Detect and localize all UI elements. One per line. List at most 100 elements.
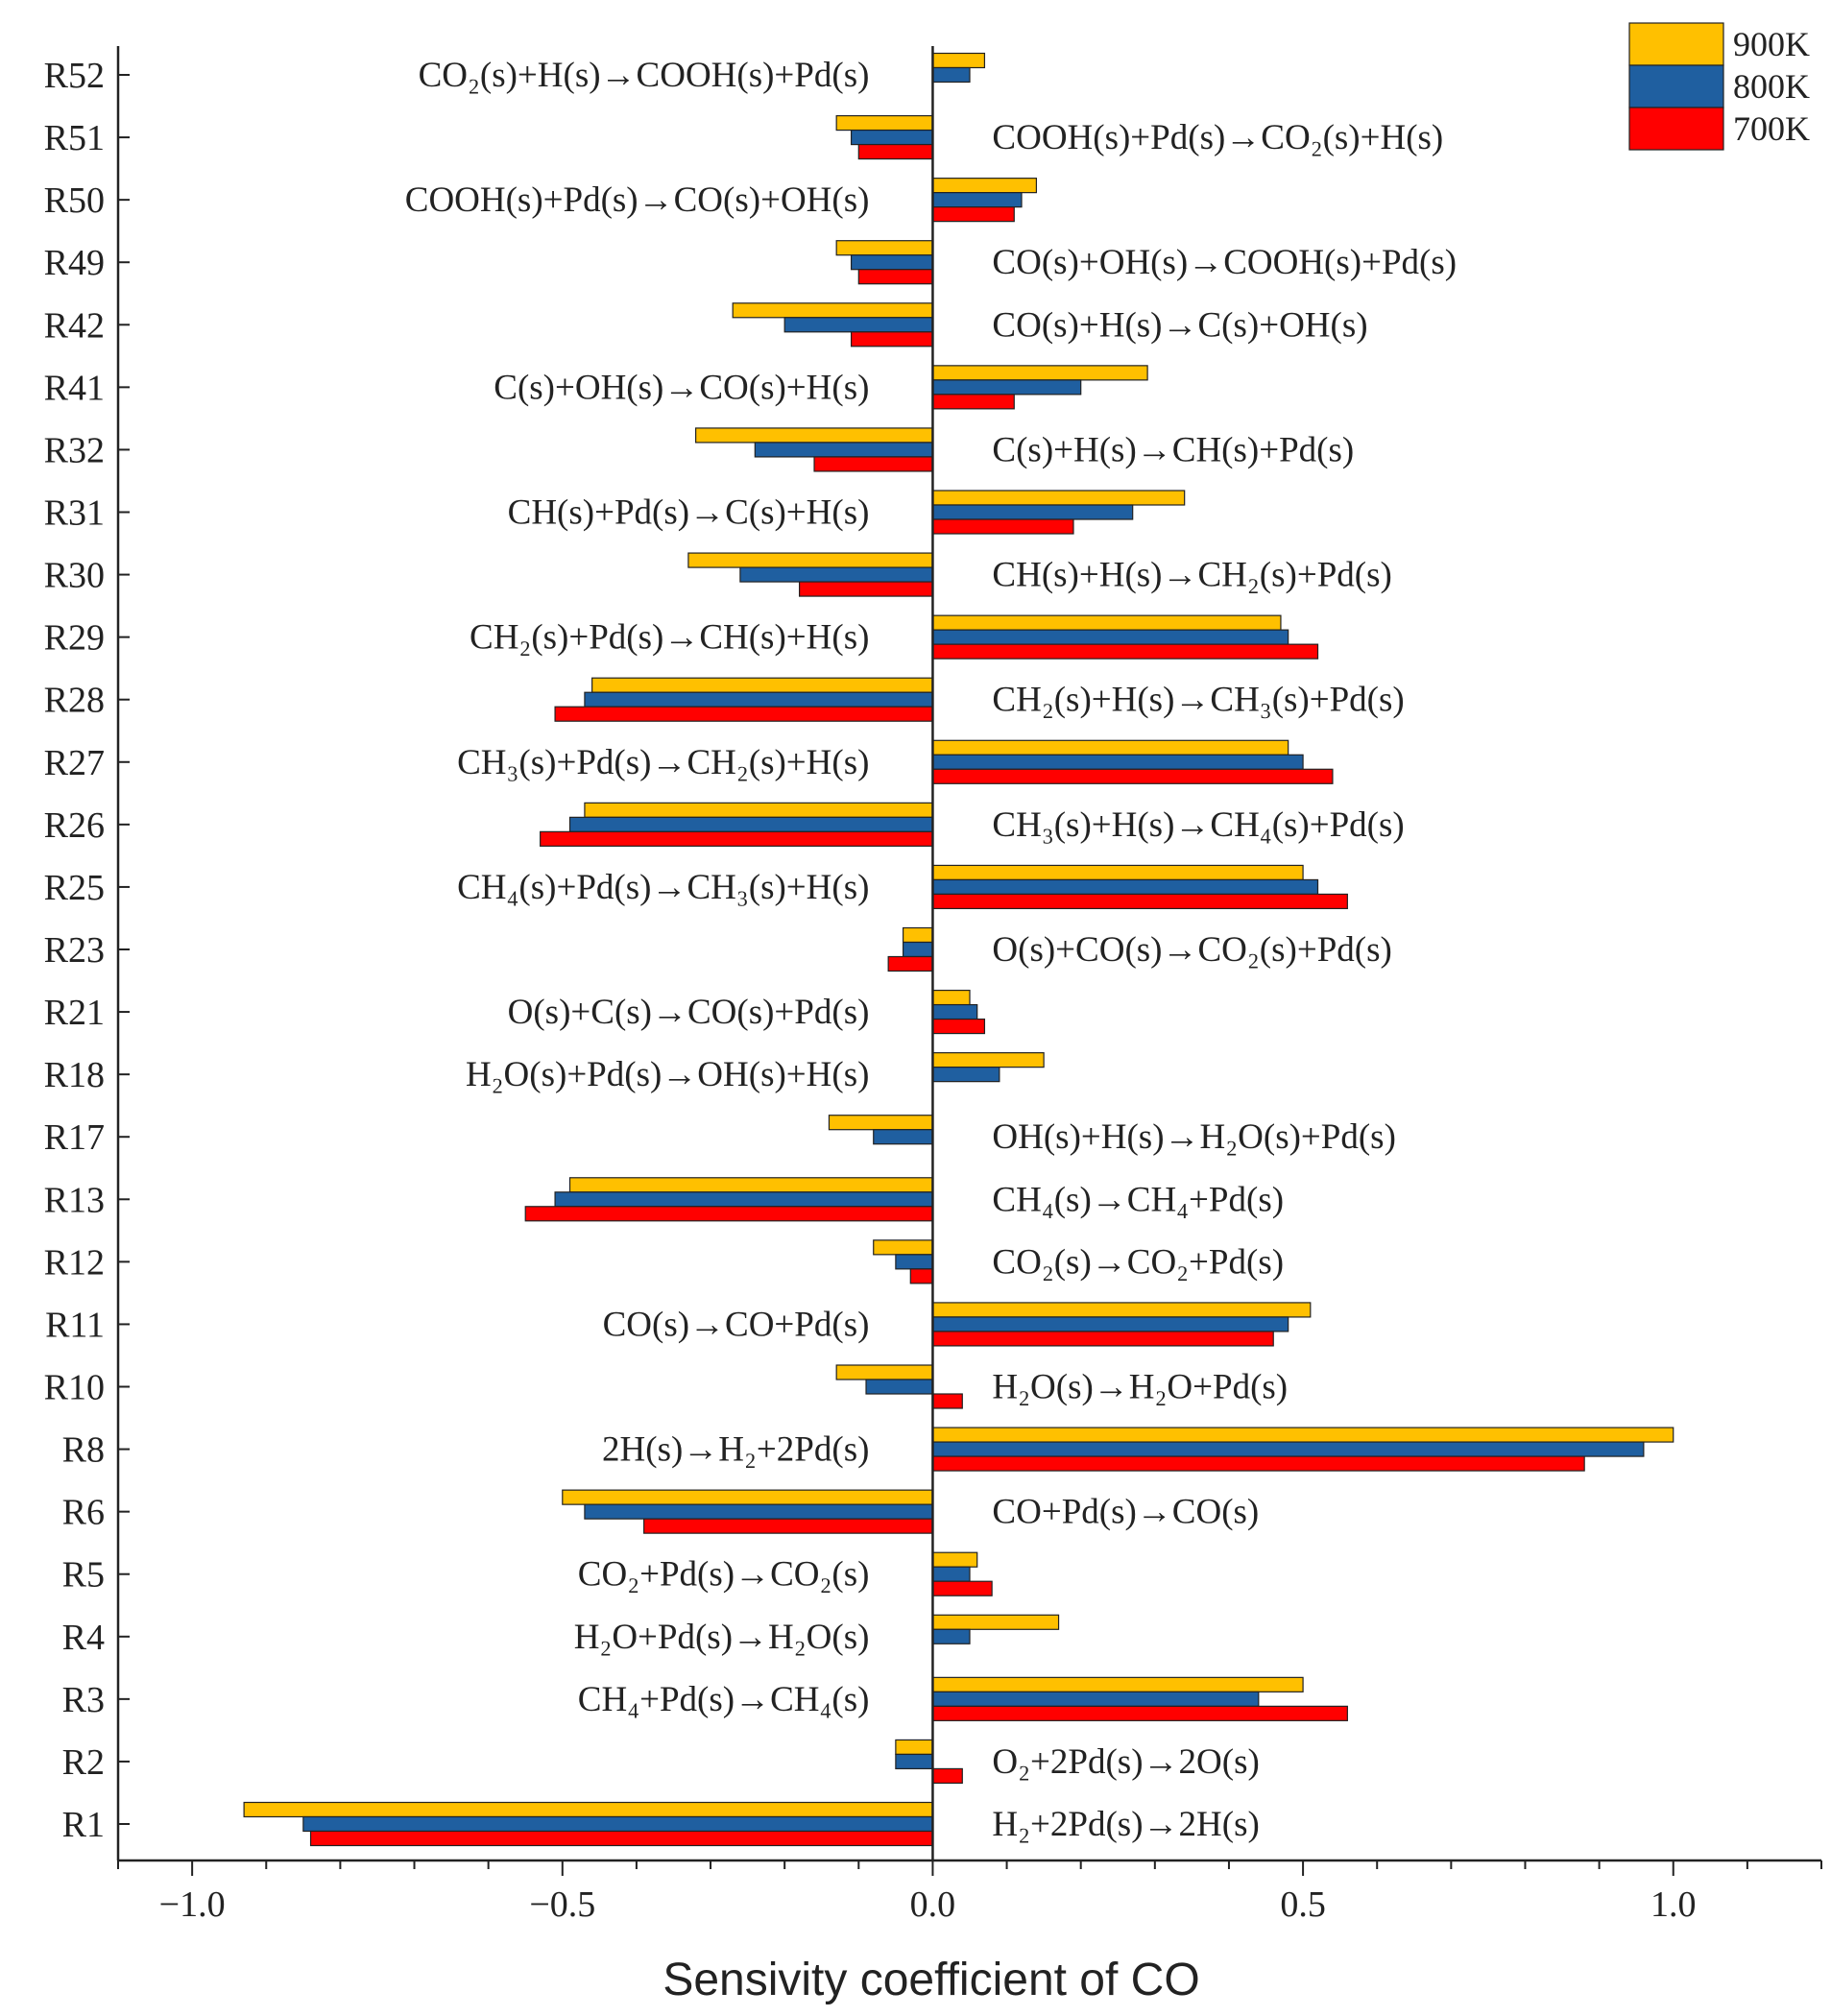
category-label-R11: R11 — [45, 1305, 105, 1345]
bar-R42-800K — [783, 317, 934, 333]
x-tick-label: −1.0 — [159, 1884, 226, 1925]
bar-R11-800K — [931, 1316, 1289, 1332]
bar-R52-800K — [931, 66, 971, 84]
legend-label-900K: 900K — [1733, 25, 1810, 63]
bar-R49-800K — [850, 254, 934, 271]
category-label-R18: R18 — [44, 1055, 105, 1095]
bars-layer — [243, 52, 1674, 1847]
category-label-R52: R52 — [44, 56, 105, 96]
bar-R50-800K — [931, 192, 1023, 208]
reaction-label-R11: CO(s)→CO+Pd(s) — [603, 1305, 870, 1344]
bar-R6-800K — [584, 1503, 934, 1520]
bar-R13-700K — [524, 1206, 934, 1222]
bar-R50-900K — [931, 178, 1038, 194]
category-label-R13: R13 — [44, 1180, 105, 1220]
reaction-label-R6: CO+Pd(s)→CO(s) — [992, 1493, 1259, 1532]
bar-R8-800K — [931, 1441, 1645, 1457]
bar-R23-800K — [902, 941, 934, 958]
category-label-R1: R1 — [62, 1805, 105, 1845]
bar-R5-900K — [931, 1551, 978, 1568]
bar-R10-900K — [835, 1364, 934, 1380]
reaction-label-R28: CH₂(s)+H(s)→CH₃(s)+Pd(s) — [992, 681, 1404, 720]
category-label-R6: R6 — [62, 1493, 105, 1533]
bar-R21-800K — [931, 1003, 978, 1020]
legend-swatch-700K — [1628, 107, 1724, 151]
category-label-R17: R17 — [44, 1117, 105, 1158]
category-label-R32: R32 — [44, 430, 105, 470]
bar-R13-900K — [568, 1177, 934, 1193]
bar-R31-900K — [931, 490, 1186, 506]
bar-R12-700K — [909, 1268, 934, 1284]
bar-R41-800K — [931, 379, 1082, 396]
reaction-label-R26: CH₃(s)+H(s)→CH₄(s)+Pd(s) — [992, 805, 1404, 845]
category-label-R5: R5 — [62, 1555, 105, 1596]
bar-R6-700K — [643, 1518, 934, 1534]
category-label-R4: R4 — [62, 1618, 105, 1658]
bar-R23-700K — [887, 955, 934, 972]
bar-R17-900K — [828, 1115, 934, 1131]
reaction-label-R12: CO₂(s)→CO₂+Pd(s) — [992, 1242, 1284, 1282]
reaction-label-R30: CH(s)+H(s)→CH₂(s)+Pd(s) — [992, 556, 1391, 595]
reaction-label-R25: CH₄(s)+Pd(s)→CH₃(s)+H(s) — [457, 868, 869, 907]
bar-R12-900K — [873, 1239, 934, 1256]
bar-R1-900K — [243, 1801, 934, 1818]
bar-R30-700K — [798, 581, 934, 597]
x-tick-label: 1.0 — [1650, 1884, 1697, 1925]
category-label-R30: R30 — [44, 556, 105, 596]
category-label-R27: R27 — [44, 743, 105, 783]
category-label-R41: R41 — [44, 368, 105, 408]
bar-R2-800K — [895, 1753, 934, 1770]
bar-R49-900K — [835, 240, 934, 256]
bar-R32-800K — [754, 442, 934, 458]
category-label-R21: R21 — [44, 993, 105, 1033]
bar-R50-700K — [931, 206, 1015, 223]
category-label-R10: R10 — [44, 1368, 105, 1408]
bar-R4-800K — [931, 1628, 971, 1644]
bar-R42-900K — [732, 302, 934, 319]
bar-R27-700K — [931, 768, 1334, 784]
legend-label-800K: 800K — [1733, 67, 1810, 106]
category-label-R12: R12 — [44, 1242, 105, 1283]
bar-R4-900K — [931, 1614, 1060, 1630]
reaction-label-R17: OH(s)+H(s)→H₂O(s)+Pd(s) — [992, 1117, 1395, 1157]
category-label-R26: R26 — [44, 805, 105, 846]
bar-R3-900K — [931, 1676, 1304, 1692]
reaction-label-R23: O(s)+CO(s)→CO₂(s)+Pd(s) — [992, 930, 1391, 970]
bar-R41-900K — [931, 365, 1148, 381]
x-tick-label: 0.5 — [1280, 1884, 1326, 1925]
bar-R31-800K — [931, 504, 1134, 520]
bar-R51-900K — [835, 114, 934, 132]
reaction-label-R2: O₂+2Pd(s)→2O(s) — [992, 1742, 1259, 1782]
axes-layer — [116, 46, 1822, 1876]
category-label-R51: R51 — [44, 118, 105, 158]
bar-R51-800K — [850, 129, 934, 146]
bar-R12-800K — [895, 1254, 934, 1270]
reaction-label-R1: H₂+2Pd(s)→2H(s) — [992, 1805, 1259, 1844]
labels-layer: R52 R51 R50 R49 R42 R41 R32 R31 R30 R29 R28 R27 R26 R… — [44, 56, 1697, 1925]
category-label-R8: R8 — [62, 1430, 105, 1471]
bar-R29-800K — [931, 629, 1289, 645]
bar-R26-800K — [568, 816, 934, 832]
bar-R10-700K — [931, 1393, 963, 1409]
x-axis-title: Sensivity coefficient of CO — [663, 1955, 1199, 2005]
reaction-label-R31: CH(s)+Pd(s)→C(s)+H(s) — [508, 493, 870, 533]
reaction-label-R8: 2H(s)→H₂+2Pd(s) — [602, 1430, 869, 1470]
bar-R10-800K — [865, 1379, 934, 1395]
legend-label-700K: 700K — [1733, 109, 1810, 148]
bar-R13-800K — [554, 1191, 934, 1208]
bar-R32-700K — [813, 456, 934, 472]
bar-R26-900K — [584, 802, 934, 818]
bar-R18-900K — [931, 1052, 1045, 1068]
bar-R3-700K — [931, 1705, 1348, 1721]
bar-R5-800K — [931, 1566, 971, 1582]
bar-R5-700K — [931, 1580, 993, 1596]
category-label-R49: R49 — [44, 243, 105, 283]
bar-R23-900K — [902, 926, 934, 944]
bar-R25-900K — [931, 864, 1304, 881]
bar-R41-700K — [931, 394, 1015, 410]
bar-R30-900K — [687, 552, 934, 568]
legend-swatch-800K — [1628, 64, 1724, 108]
category-label-R31: R31 — [44, 493, 105, 534]
